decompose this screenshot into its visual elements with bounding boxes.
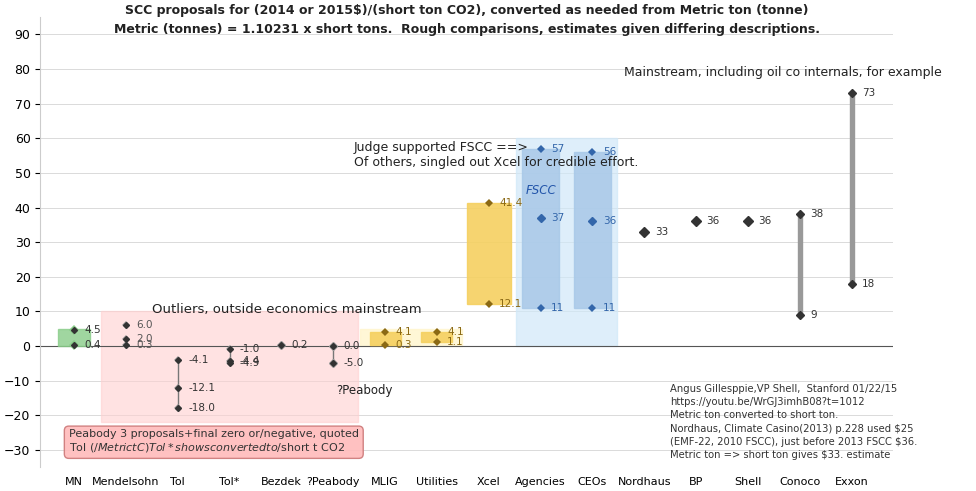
Text: 41.4: 41.4 — [499, 198, 522, 208]
Text: Mainstream, including oil co internals, for example: Mainstream, including oil co internals, … — [624, 66, 941, 79]
Text: 0.3: 0.3 — [395, 340, 412, 350]
Text: 1.1: 1.1 — [447, 337, 464, 347]
Text: 73: 73 — [862, 88, 875, 98]
Bar — [59, 329, 90, 346]
Text: 11: 11 — [551, 303, 564, 313]
Text: -1.0: -1.0 — [240, 344, 261, 355]
Text: -18.0: -18.0 — [188, 403, 215, 413]
Text: 36: 36 — [758, 217, 772, 226]
Text: 0.0: 0.0 — [344, 341, 360, 351]
Text: -4.4: -4.4 — [240, 356, 261, 366]
Text: SCC proposals for (2014 or 2015$)/(short ton CO2), converted as needed from Metr: SCC proposals for (2014 or 2015$)/(short… — [125, 4, 808, 17]
Text: ?Peabody: ?Peabody — [336, 384, 392, 397]
Text: 11: 11 — [603, 303, 616, 313]
Bar — [370, 332, 400, 345]
Text: 56: 56 — [603, 147, 616, 157]
Text: 18: 18 — [862, 279, 875, 289]
Text: Outliers, outside economics mainstream: Outliers, outside economics mainstream — [151, 303, 422, 316]
Bar — [850, 93, 854, 284]
Bar — [101, 311, 358, 422]
Bar — [797, 215, 802, 315]
Text: 4.5: 4.5 — [84, 326, 101, 335]
Text: 36: 36 — [603, 217, 616, 226]
Text: 0.3: 0.3 — [137, 340, 152, 350]
Text: Angus Gillesppie,VP Shell,  Stanford 01/22/15
https://youtu.be/WrGJ3imhB08?t=101: Angus Gillesppie,VP Shell, Stanford 01/2… — [671, 384, 917, 460]
Text: 0.4: 0.4 — [84, 340, 101, 350]
Bar — [360, 328, 462, 346]
Text: -12.1: -12.1 — [188, 383, 215, 393]
Text: 4.1: 4.1 — [447, 327, 464, 337]
Text: 33: 33 — [655, 227, 668, 237]
Bar — [422, 332, 453, 342]
Text: 36: 36 — [707, 217, 719, 226]
Text: 57: 57 — [551, 144, 564, 154]
Text: 2.0: 2.0 — [137, 334, 152, 344]
Text: Metric (tonnes) = 1.10231 x short tons.  Rough comparisons, estimates given diff: Metric (tonnes) = 1.10231 x short tons. … — [114, 23, 820, 36]
Text: 12.1: 12.1 — [499, 299, 522, 309]
Bar — [515, 138, 618, 346]
Text: -4.1: -4.1 — [188, 355, 209, 365]
Bar — [522, 149, 558, 308]
Text: Peabody 3 proposals+final zero or/negative, quoted
Tol ($/Metric tC) Tol* shows : Peabody 3 proposals+final zero or/negati… — [68, 429, 359, 454]
Text: -4.9: -4.9 — [240, 358, 261, 368]
Text: 38: 38 — [810, 210, 824, 219]
Text: Judge supported FSCC ==>
Of others, singled out Xcel for credible effort.: Judge supported FSCC ==> Of others, sing… — [354, 141, 638, 169]
Text: 37: 37 — [551, 213, 564, 223]
Bar — [574, 152, 611, 308]
Text: -5.0: -5.0 — [344, 358, 364, 368]
Text: 0.2: 0.2 — [292, 340, 308, 350]
Text: 9: 9 — [810, 310, 817, 320]
Text: 6.0: 6.0 — [137, 320, 152, 330]
Bar — [467, 203, 510, 304]
Text: 4.1: 4.1 — [395, 327, 412, 337]
Text: FSCC: FSCC — [526, 184, 557, 197]
